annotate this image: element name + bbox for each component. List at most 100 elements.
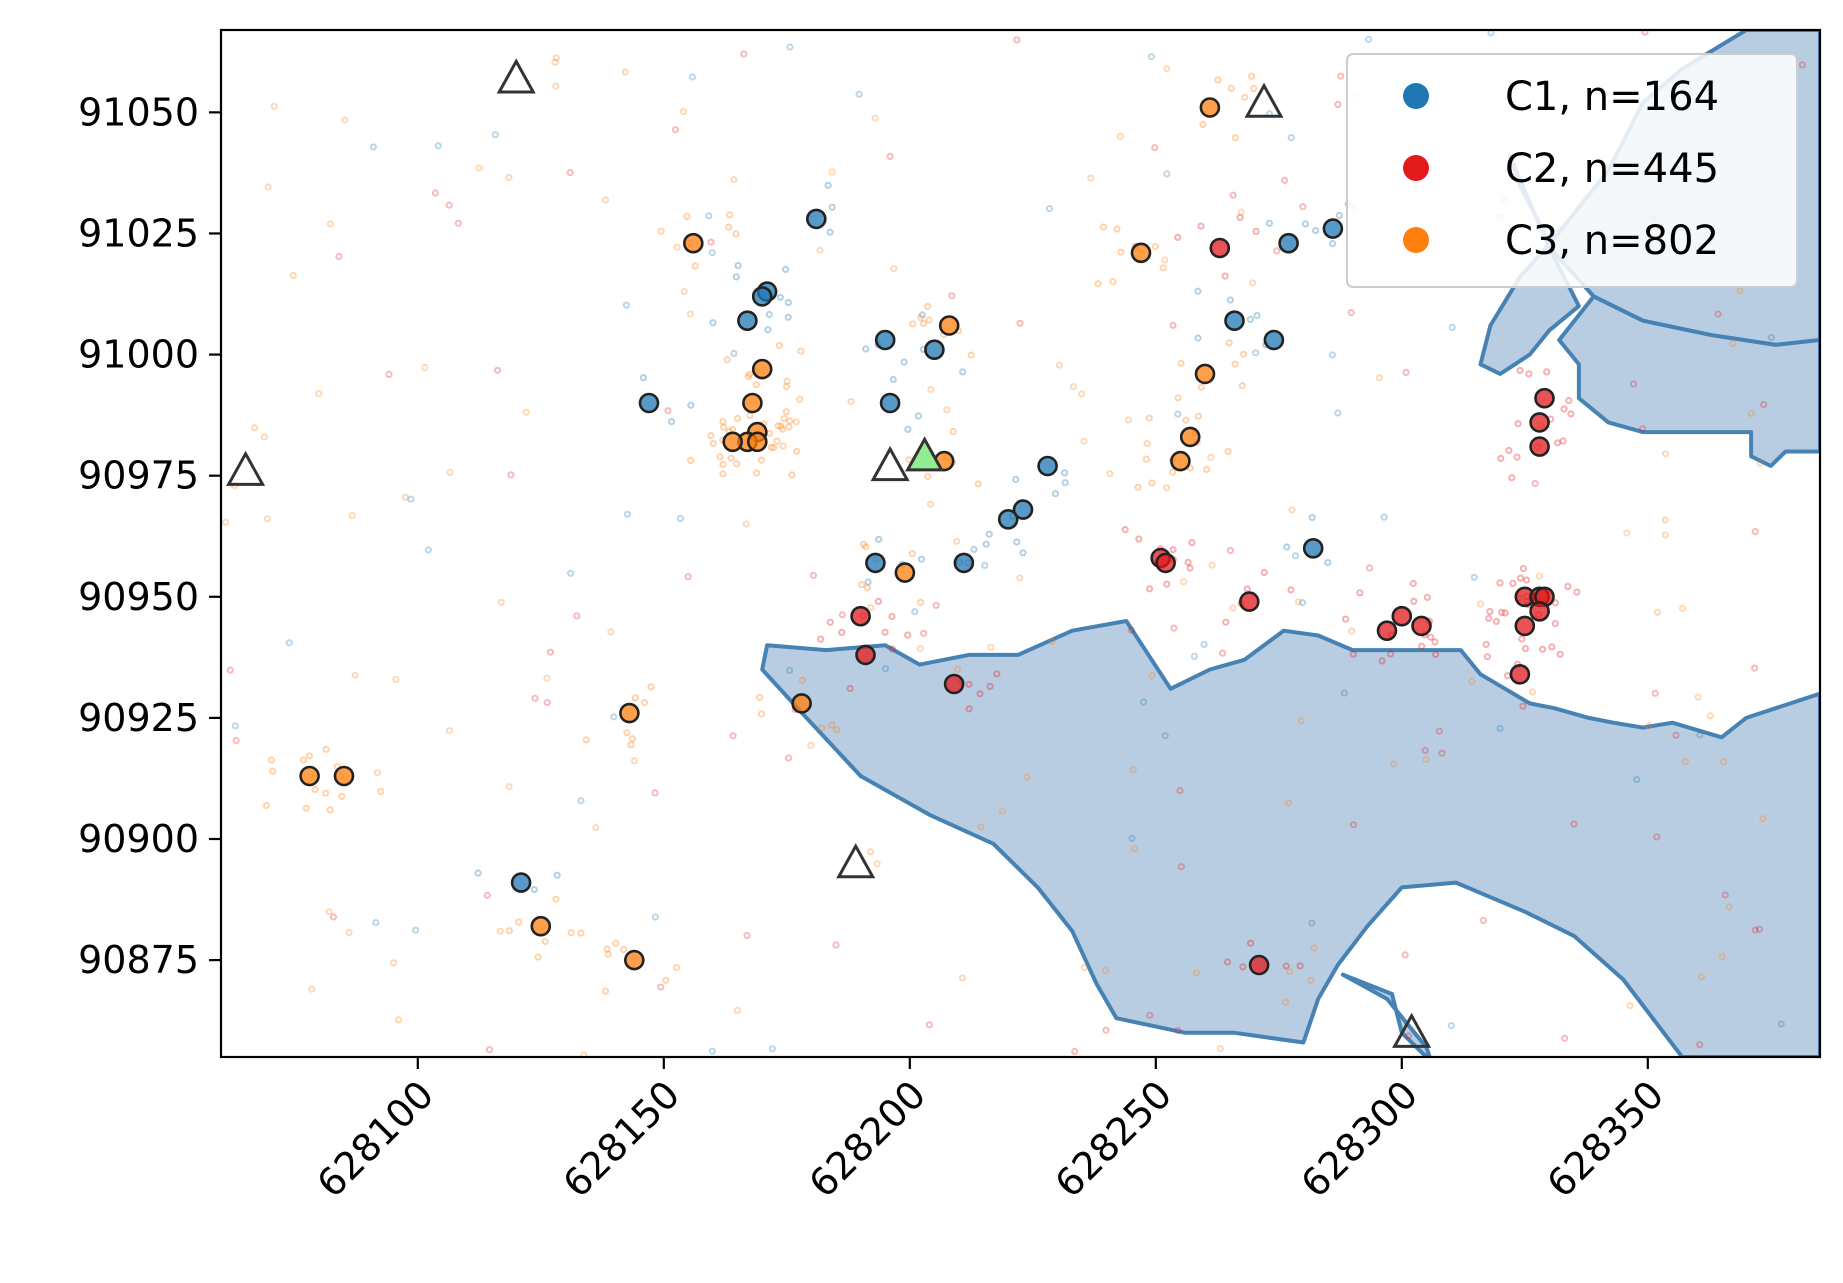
background-point xyxy=(708,249,716,257)
background-point xyxy=(917,555,926,563)
background-point xyxy=(543,699,551,707)
background-point xyxy=(1681,758,1689,766)
background-point xyxy=(985,530,993,538)
background-point xyxy=(733,1006,741,1015)
background-point xyxy=(828,721,836,729)
background-point xyxy=(1514,420,1522,428)
background-point xyxy=(1285,799,1293,807)
background-point xyxy=(688,73,697,81)
background-point xyxy=(1184,558,1192,566)
highlighted-triangle-marker xyxy=(905,436,945,472)
background-point xyxy=(1525,370,1533,378)
data-point-c3 xyxy=(894,562,916,583)
plot-frame xyxy=(219,28,1822,1059)
legend-label-c2: C2, n=445 xyxy=(1505,146,1719,192)
background-point xyxy=(684,573,692,581)
background-point xyxy=(1102,1026,1110,1034)
background-point xyxy=(1134,483,1142,491)
background-point xyxy=(345,929,353,937)
data-point-c3 xyxy=(299,765,320,787)
background-point xyxy=(1653,608,1662,616)
background-point xyxy=(491,131,499,139)
background-point xyxy=(924,472,932,481)
background-point xyxy=(1633,776,1641,784)
background-point xyxy=(592,823,600,832)
background-point xyxy=(552,54,560,62)
background-point xyxy=(222,518,230,526)
background-point xyxy=(1422,755,1430,764)
y-tick-label: 91000 xyxy=(78,333,199,377)
data-point-c1 xyxy=(1322,218,1344,239)
background-point xyxy=(612,939,620,947)
background-point xyxy=(250,424,258,432)
background-point xyxy=(1253,312,1261,320)
background-point xyxy=(965,705,973,713)
data-point-c2 xyxy=(855,644,876,666)
data-point-c1 xyxy=(737,310,758,332)
background-point xyxy=(1203,465,1211,474)
data-point-c1 xyxy=(805,208,827,230)
background-point xyxy=(1714,310,1722,318)
background-point xyxy=(335,253,343,261)
background-point xyxy=(1246,315,1255,323)
background-point xyxy=(911,608,919,616)
background-point xyxy=(308,985,316,993)
background-point xyxy=(1427,633,1435,641)
data-point-c1 xyxy=(1037,455,1058,477)
background-point xyxy=(1146,585,1154,593)
background-point xyxy=(1755,925,1764,933)
background-point xyxy=(1163,580,1171,588)
background-point xyxy=(302,804,310,812)
legend-marker-c2 xyxy=(1403,155,1429,181)
background-point xyxy=(621,68,629,76)
background-point xyxy=(1335,211,1343,220)
background-point xyxy=(1661,516,1669,524)
background-point xyxy=(1389,760,1398,768)
background-point xyxy=(1342,615,1350,623)
background-point xyxy=(1282,962,1290,970)
background-point xyxy=(522,408,530,416)
background-point xyxy=(778,425,787,433)
background-point xyxy=(531,694,539,702)
background-point xyxy=(1482,640,1490,649)
background-point xyxy=(1531,479,1539,488)
background-point xyxy=(707,238,715,246)
triangle-markers xyxy=(226,58,1432,1048)
background-point xyxy=(431,189,439,197)
background-point xyxy=(1431,638,1439,646)
background-point xyxy=(322,745,330,753)
background-point xyxy=(730,176,738,184)
background-point xyxy=(1366,564,1374,572)
background-point xyxy=(917,598,925,607)
background-point xyxy=(1023,773,1031,781)
background-point xyxy=(927,385,935,394)
background-point xyxy=(888,612,896,621)
background-point xyxy=(322,789,330,797)
background-point xyxy=(351,671,359,679)
background-point xyxy=(1151,144,1159,152)
background-point xyxy=(874,597,883,606)
background-point xyxy=(889,375,897,384)
background-point xyxy=(1777,1020,1785,1028)
background-point xyxy=(1229,191,1237,199)
background-point xyxy=(1356,589,1364,597)
background-point xyxy=(641,699,649,707)
y-tick-label: 90975 xyxy=(78,454,199,498)
background-point xyxy=(1387,650,1395,658)
background-point xyxy=(1197,383,1205,391)
background-point xyxy=(1423,593,1431,602)
background-point xyxy=(623,510,632,518)
background-point xyxy=(1051,490,1060,498)
background-point xyxy=(1697,973,1706,981)
data-point-c3 xyxy=(333,765,355,787)
background-point xyxy=(1294,598,1302,606)
data-point-c3 xyxy=(742,392,763,414)
background-point xyxy=(1094,280,1102,288)
background-point xyxy=(1224,447,1232,455)
background-point xyxy=(1517,574,1525,582)
background-point xyxy=(1197,222,1205,230)
background-point xyxy=(683,212,691,220)
background-point xyxy=(1479,916,1488,925)
background-point xyxy=(1767,333,1775,342)
background-point xyxy=(567,929,575,937)
